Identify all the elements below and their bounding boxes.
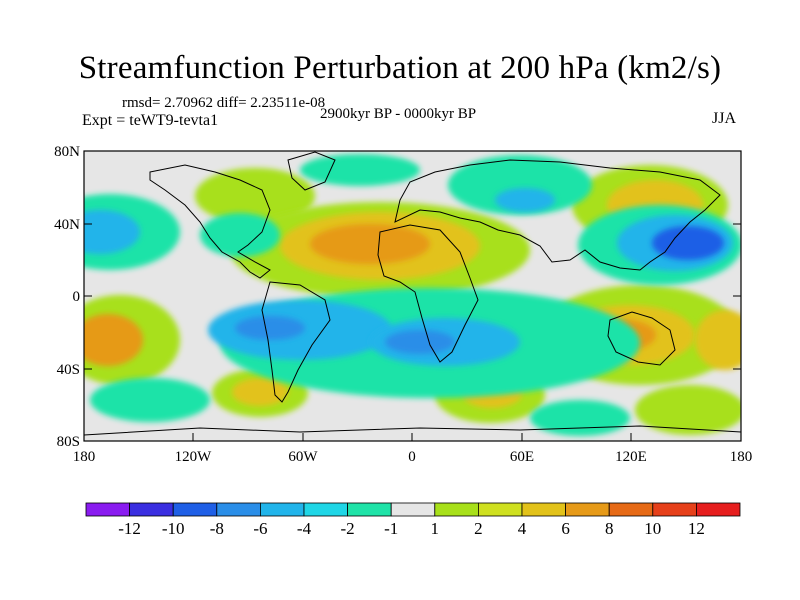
lat-label: 40S xyxy=(57,362,80,378)
colorbar-label: -12 xyxy=(118,519,141,538)
lon-labels: 180 120W 60W 0 60E 120E 180 xyxy=(73,449,753,465)
contour-region xyxy=(385,330,455,354)
lon-label: 120E xyxy=(615,449,647,465)
season-label: JJA xyxy=(712,110,737,127)
colorbar-label: -8 xyxy=(210,519,224,538)
antarctica-coast xyxy=(84,425,741,436)
contour-region xyxy=(635,385,741,435)
contour-region xyxy=(300,154,420,186)
contour-region xyxy=(90,378,210,422)
contour-fill xyxy=(84,154,741,436)
contour-region xyxy=(195,168,315,224)
plot-title: Streamfunction Perturbation at 200 hPa (… xyxy=(78,50,722,86)
lon-label: 60E xyxy=(510,449,534,465)
axis-ticks xyxy=(83,150,742,442)
lat-label: 80S xyxy=(57,434,80,450)
colorbar-label: 2 xyxy=(474,519,483,538)
colorbar-box xyxy=(608,502,654,517)
colorbar-box xyxy=(216,502,261,517)
lon-label: 0 xyxy=(408,449,416,465)
colorbar-box xyxy=(390,502,436,517)
colorbar-label: -2 xyxy=(341,519,355,538)
contour-region xyxy=(235,316,305,340)
colorbar-box xyxy=(347,502,392,517)
colorbar-box xyxy=(129,502,174,517)
lon-label: 60W xyxy=(288,449,318,465)
lon-label: 180 xyxy=(73,449,96,465)
contour-region xyxy=(200,213,280,257)
lat-labels: 80N 40N 0 40S 80S xyxy=(54,144,80,450)
eurasia-coast xyxy=(394,159,721,271)
colorbar-box xyxy=(85,502,130,517)
colorbar-label: -1 xyxy=(384,519,398,538)
colorbar-box xyxy=(434,502,479,517)
contour-region xyxy=(652,226,724,260)
colorbar-label: 8 xyxy=(605,519,614,538)
contour-region xyxy=(495,188,555,212)
experiment-label: Expt = teWT9-tevta1 xyxy=(82,112,219,129)
colorbar-label: -6 xyxy=(253,519,267,538)
contour-region xyxy=(530,400,630,436)
australia-coast xyxy=(607,311,676,366)
colorbar-box xyxy=(652,502,697,517)
contour-region xyxy=(310,224,430,264)
contour-region xyxy=(84,314,143,366)
colorbar-label: 6 xyxy=(561,519,570,538)
colorbar-box xyxy=(696,502,741,517)
stats-text: rmsd= 2.70962 diff= 2.23511e-08 xyxy=(122,95,326,111)
colorbar-box xyxy=(303,502,348,517)
colorbar-label: 1 xyxy=(431,519,440,538)
contour-region xyxy=(695,310,741,370)
colorbar-label: -4 xyxy=(297,519,312,538)
contour-region xyxy=(448,155,592,215)
north-america-coast xyxy=(149,164,271,279)
lat-label: 0 xyxy=(73,289,81,305)
greenland-coast xyxy=(287,151,336,191)
colorbar-label: 10 xyxy=(644,519,661,538)
lat-label: 40N xyxy=(54,217,80,233)
colorbar-label: -10 xyxy=(162,519,185,538)
lon-label: 180 xyxy=(730,449,753,465)
africa-coast xyxy=(377,224,479,363)
colorbar-label: 12 xyxy=(688,519,705,538)
contour-region xyxy=(232,378,288,406)
lat-label: 80N xyxy=(54,144,80,160)
coastlines xyxy=(84,151,741,436)
colorbar-box xyxy=(259,502,305,517)
colorbar-box xyxy=(172,502,218,517)
colorbar-label: 4 xyxy=(518,519,527,538)
contour-region xyxy=(84,210,140,254)
colorbar-box xyxy=(565,502,610,517)
period-label: 2900kyr BP - 0000kyr BP xyxy=(320,106,477,122)
colorbar-box xyxy=(521,502,566,517)
lon-label: 120W xyxy=(175,449,213,465)
colorbar: -12 -10 -8 -6 -4 -2 -1 1 2 4 6 8 10 12 xyxy=(85,502,741,538)
south-america-coast xyxy=(261,281,331,403)
colorbar-box xyxy=(477,502,523,517)
